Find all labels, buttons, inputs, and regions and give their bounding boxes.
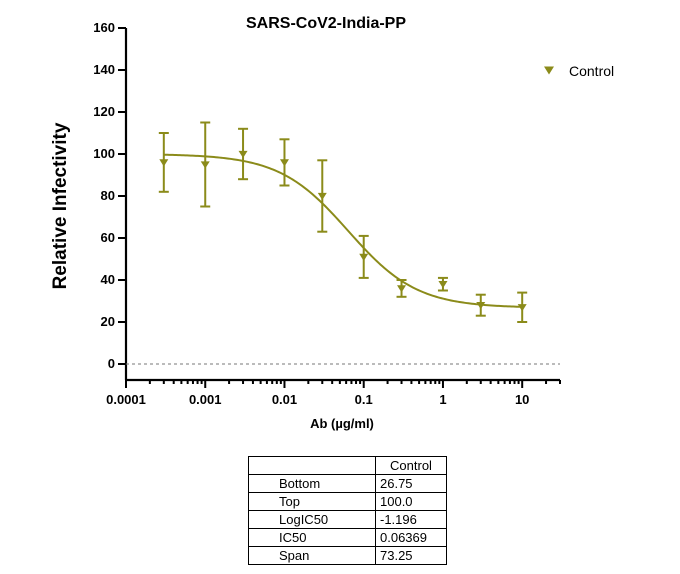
row-value-bottom: 26.75 — [375, 474, 447, 493]
x-tick-label: 0.01 — [272, 392, 297, 407]
data-point — [279, 159, 289, 167]
y-tick-label: 100 — [93, 146, 115, 161]
table-row: Bottom 26.75 — [248, 474, 447, 493]
x-tick-label: 10 — [515, 392, 529, 407]
y-tick-label: 0 — [108, 356, 115, 371]
data-point — [476, 302, 486, 310]
results-table: Control Bottom 26.75 Top 100.0 LogIC50 -… — [248, 456, 447, 565]
y-tick-label: 120 — [93, 104, 115, 119]
data-point — [438, 281, 448, 289]
row-label-bottom: Bottom — [248, 474, 376, 493]
results-header-blank — [248, 456, 376, 475]
legend: Control — [544, 63, 614, 79]
x-axis-label: Ab (µg/ml) — [310, 416, 374, 431]
table-row: IC50 0.06369 — [248, 528, 447, 547]
legend-label-control: Control — [569, 63, 614, 79]
table-row: Top 100.0 — [248, 492, 447, 511]
fit-curve — [163, 153, 523, 308]
x-tick-label: 0.001 — [189, 392, 222, 407]
row-label-ic50: IC50 — [248, 528, 376, 547]
axes: 0 20 40 60 80 100 120 140 160 0.0001 0.001 0.01 0.1 1… — [93, 20, 561, 407]
row-value-ic50: 0.06369 — [375, 528, 447, 547]
legend-marker-control — [544, 66, 554, 75]
data-point — [200, 161, 210, 169]
row-value-logic50: -1.196 — [375, 510, 447, 529]
y-tick-label: 160 — [93, 20, 115, 35]
data-point — [317, 192, 327, 201]
row-label-span: Span — [248, 546, 376, 565]
x-tick-label: 1 — [439, 392, 446, 407]
data-point — [159, 159, 169, 167]
plot-area — [126, 121, 560, 365]
table-row: LogIC50 -1.196 — [248, 510, 447, 529]
row-label-top: Top — [248, 492, 376, 511]
ic50-chart: SARS-CoV2-India-PP Relative Infectivity … — [50, 15, 614, 431]
data-point — [359, 253, 369, 261]
y-tick-label: 40 — [101, 272, 115, 287]
y-axis-label: Relative Infectivity — [50, 122, 71, 289]
table-row: Span 73.25 — [248, 546, 447, 565]
x-tick-label: 0.0001 — [106, 392, 146, 407]
row-value-top: 100.0 — [375, 492, 447, 511]
results-header-row: Control — [248, 456, 447, 475]
y-tick-label: 60 — [101, 230, 115, 245]
y-tick-label: 140 — [93, 62, 115, 77]
x-tick-label: 0.1 — [355, 392, 373, 407]
data-point — [517, 304, 527, 312]
y-tick-label: 80 — [101, 188, 115, 203]
data-point — [238, 150, 248, 159]
results-header-control: Control — [375, 456, 447, 475]
data-point — [397, 285, 407, 293]
row-label-logic50: LogIC50 — [248, 510, 376, 529]
chart-title: SARS-CoV2-India-PP — [246, 15, 406, 32]
y-tick-label: 20 — [101, 314, 115, 329]
row-value-span: 73.25 — [375, 546, 447, 565]
